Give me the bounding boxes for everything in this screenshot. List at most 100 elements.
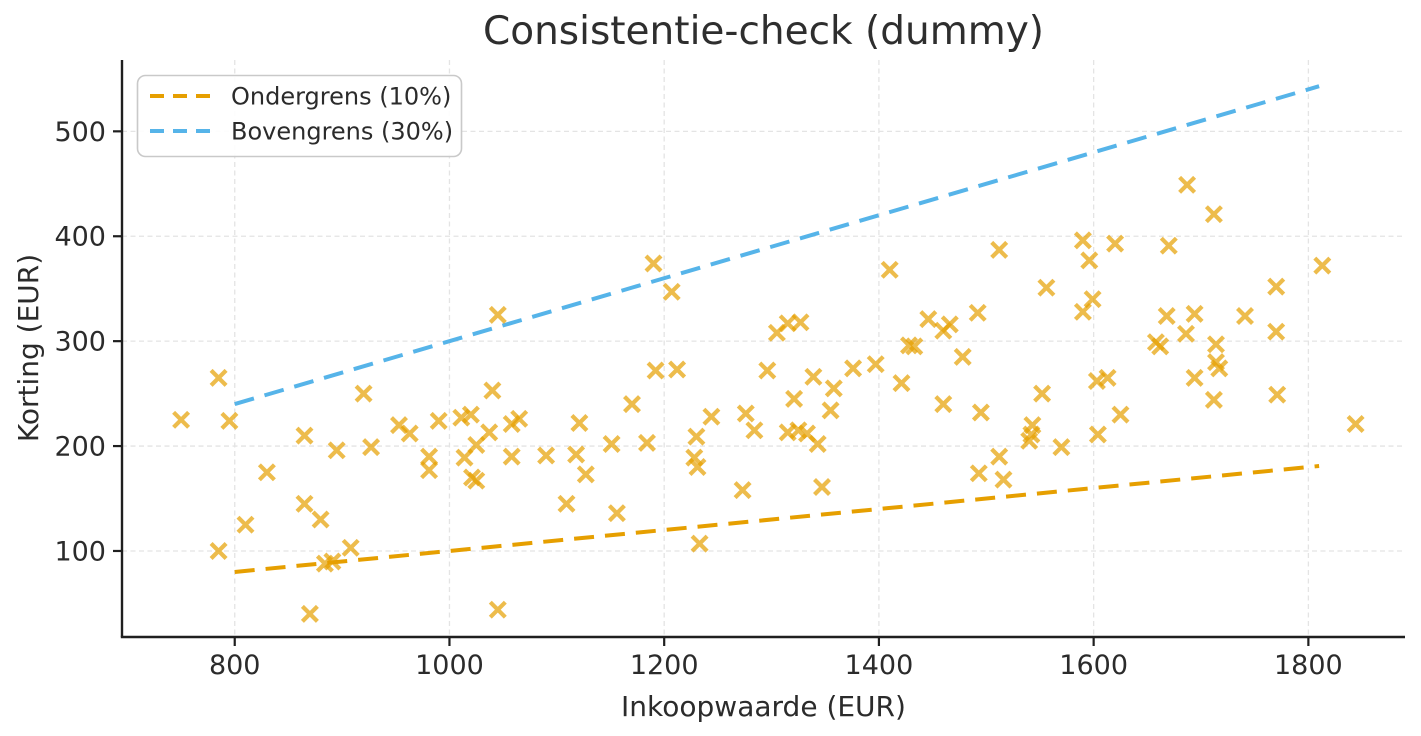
- scatter-point: [688, 458, 707, 476]
- scatter-point: [1083, 290, 1102, 309]
- scatter-point: [702, 407, 721, 426]
- scatter-point: [824, 379, 843, 398]
- legend: Ondergrens (10%) Bovengrens (30%): [136, 74, 463, 158]
- y-tick-label: 400: [54, 222, 106, 253]
- scatter-point: [400, 424, 419, 443]
- scatter-point: [905, 337, 924, 356]
- scatter-point: [733, 481, 752, 500]
- scatter-point: [480, 423, 499, 442]
- scatter-point: [537, 446, 556, 465]
- scatter-point: [1185, 304, 1204, 323]
- scatter-point: [362, 438, 381, 457]
- scatter-point: [429, 411, 448, 430]
- scatter-point: [1267, 277, 1286, 296]
- scatter-point: [919, 310, 938, 329]
- scatter-point: [341, 538, 360, 557]
- scatter-point: [990, 447, 1009, 466]
- scatter-point: [1151, 337, 1170, 356]
- scatter-point: [994, 470, 1013, 489]
- scatter-point: [1052, 438, 1071, 457]
- scatter-point: [1204, 390, 1223, 409]
- scatter-point: [1268, 385, 1287, 404]
- scatter-point: [1037, 278, 1056, 297]
- scatter-point: [813, 478, 831, 496]
- x-tick-label: 1800: [1274, 650, 1343, 681]
- scatter-point: [1111, 405, 1130, 424]
- scatter-point: [1204, 205, 1223, 224]
- x-tick-label: 1200: [630, 650, 699, 681]
- x-tick-label: 1400: [845, 650, 914, 681]
- ondergrens-line: [234, 464, 1320, 574]
- scatter-point: [687, 427, 706, 446]
- axes: 800 1000 1200 1400 1600 1800 100 200 300 400 500: [54, 60, 1405, 681]
- scatter-point: [295, 426, 314, 445]
- scatter-point: [646, 361, 665, 380]
- scatter-point: [791, 313, 810, 332]
- scatter-point: [1185, 368, 1204, 387]
- scatter-point: [1098, 368, 1117, 387]
- scatter-point: [567, 445, 586, 464]
- y-tick-label: 100: [54, 536, 106, 567]
- legend-label: Bovengrens (30%): [231, 118, 453, 146]
- scatter-point: [969, 464, 988, 483]
- scatter-point: [821, 401, 840, 420]
- scatter-point: [900, 336, 918, 355]
- scatter-point: [968, 303, 987, 322]
- scatter-point: [804, 367, 823, 386]
- scatter-point: [1080, 251, 1099, 270]
- scatter-point: [602, 435, 621, 453]
- scatter-point: [461, 405, 480, 424]
- scatter-point: [257, 463, 276, 482]
- y-tick-label: 500: [54, 117, 106, 148]
- legend-label: Ondergrens (10%): [231, 83, 451, 111]
- scatter-point: [892, 374, 911, 393]
- scatter-point: [327, 441, 346, 460]
- scatter-point: [953, 347, 972, 366]
- scatter-point: [483, 381, 502, 400]
- scatter-point: [638, 433, 656, 452]
- scatter-point: [1207, 335, 1225, 354]
- scatter-point: [1023, 416, 1042, 435]
- scatter-point: [1267, 322, 1286, 341]
- scatter-point: [488, 305, 507, 324]
- chart-title: Consistentie-check (dummy): [483, 9, 1044, 54]
- scatter-point: [502, 447, 521, 466]
- x-tick-label: 1000: [415, 650, 484, 681]
- scatter-point: [1033, 384, 1052, 403]
- y-axis-label: Korting (EUR): [12, 254, 45, 442]
- scatter-point: [1157, 307, 1176, 325]
- scatter-point: [1178, 175, 1197, 194]
- scatter-point: [1106, 234, 1125, 253]
- scatter-point: [990, 240, 1009, 259]
- scatter-point: [209, 542, 228, 560]
- scatter-point: [510, 409, 529, 428]
- scatter-point: [623, 395, 641, 414]
- y-tick-label: 300: [54, 327, 106, 358]
- scatter-point: [607, 504, 626, 523]
- scatter-point: [668, 360, 687, 379]
- scatter-point: [1088, 425, 1107, 444]
- scatter-point: [576, 465, 595, 484]
- scatter-point: [866, 355, 885, 374]
- scatter-point: [1346, 415, 1365, 433]
- scatter-point: [808, 435, 827, 453]
- scatter-point: [467, 471, 486, 490]
- scatter-point: [844, 359, 863, 378]
- scatter-point: [758, 361, 777, 380]
- scatter-point: [662, 282, 681, 301]
- scatter-point: [1177, 324, 1195, 343]
- scatter-point: [1236, 307, 1254, 325]
- scatter-point: [1159, 236, 1178, 255]
- scatter-point: [971, 403, 990, 422]
- x-tick-label: 1600: [1059, 650, 1128, 681]
- scatter-point: [172, 410, 191, 429]
- scatter-point: [940, 315, 959, 334]
- scatter-point: [420, 447, 439, 466]
- scatter-point: [644, 254, 663, 273]
- scatter-point: [745, 421, 764, 440]
- scatter-point: [236, 515, 255, 534]
- scatter-point: [420, 461, 439, 480]
- scatter-point: [690, 534, 709, 553]
